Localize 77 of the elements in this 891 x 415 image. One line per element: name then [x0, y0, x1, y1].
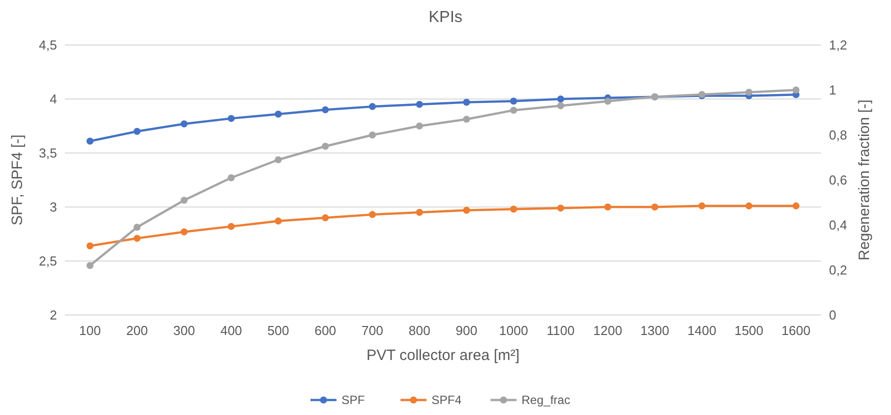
y2-tick-label: 1: [829, 82, 836, 98]
x-tick-label: 400: [220, 323, 242, 338]
x-tick-label: 1000: [499, 323, 528, 338]
y2-tick-label: 1,2: [829, 38, 848, 53]
point: [792, 86, 800, 94]
y-tick-label: 3,5: [38, 146, 57, 161]
point: [86, 262, 94, 269]
point: [463, 98, 470, 106]
point: [368, 103, 376, 110]
point: [134, 128, 141, 135]
point: [604, 204, 612, 210]
x-tick-label: 500: [267, 323, 290, 338]
point: [745, 88, 752, 96]
x-tick-label: 1600: [782, 323, 810, 338]
point: [557, 96, 564, 102]
y-tick-label: 3: [50, 200, 57, 215]
point: [416, 122, 423, 130]
y-tick-label: 4: [50, 92, 57, 107]
chart-title: KPIs: [428, 9, 462, 26]
point: [228, 114, 235, 122]
point: [368, 132, 376, 138]
point: [463, 206, 470, 214]
point: [745, 202, 752, 210]
point: [134, 224, 141, 231]
point: [557, 102, 564, 110]
point: [698, 202, 706, 210]
y-tick-label: 2,5: [38, 254, 57, 269]
point: [557, 204, 564, 212]
point: [604, 98, 612, 105]
x-tick-label: 800: [408, 323, 430, 338]
x-tick-label: 1200: [593, 323, 622, 338]
point: [416, 100, 423, 108]
x-tick-label: 1400: [687, 323, 716, 338]
point: [180, 196, 188, 204]
point: [322, 142, 329, 150]
x-axis-title: PVT collector area [m²]: [366, 347, 520, 364]
y-tick-label: 4,5: [38, 38, 57, 53]
point: [510, 206, 518, 213]
point: [510, 106, 518, 114]
x-tick-label: 700: [362, 323, 384, 338]
legend-label: SPF: [342, 393, 365, 408]
point: [510, 98, 518, 105]
x-tick-label: 200: [126, 323, 148, 338]
y2-tick-label: 0: [829, 308, 836, 323]
x-tick-label: 1500: [734, 323, 764, 338]
point: [86, 242, 94, 250]
x-tick-label: 100: [79, 323, 101, 338]
point: [322, 106, 329, 114]
point: [180, 120, 188, 128]
y2-tick-label: 0,8: [829, 128, 848, 143]
legend-label: Reg_frac: [522, 393, 570, 408]
point: [86, 138, 94, 145]
x-tick-label: 1300: [640, 323, 670, 338]
point: [416, 208, 423, 216]
x-tick-label: 900: [456, 323, 478, 338]
point: [274, 110, 282, 118]
point: [322, 214, 329, 222]
x-tick-label: 600: [314, 323, 336, 338]
legend-label: SPF4: [432, 393, 462, 408]
point: [274, 218, 282, 225]
point: [180, 228, 188, 236]
y2-tick-label: 0,6: [829, 172, 848, 188]
point: [134, 234, 141, 242]
y2-tick-label: 0,4: [829, 218, 848, 233]
point: [368, 211, 376, 218]
point: [463, 116, 470, 123]
y2-tick-label: 0,2: [829, 262, 848, 278]
x-tick-label: 1100: [546, 323, 575, 338]
x-tick-label: 300: [173, 323, 195, 338]
y-axis-title: SPF, SPF4 [-]: [9, 134, 26, 226]
point: [651, 204, 658, 210]
point: [228, 174, 235, 182]
y-tick-label: 2: [50, 308, 57, 323]
point: [792, 202, 800, 210]
point: [274, 156, 282, 164]
point: [228, 222, 235, 230]
y2-axis-title: Regeneration fraction [-]: [856, 100, 873, 260]
